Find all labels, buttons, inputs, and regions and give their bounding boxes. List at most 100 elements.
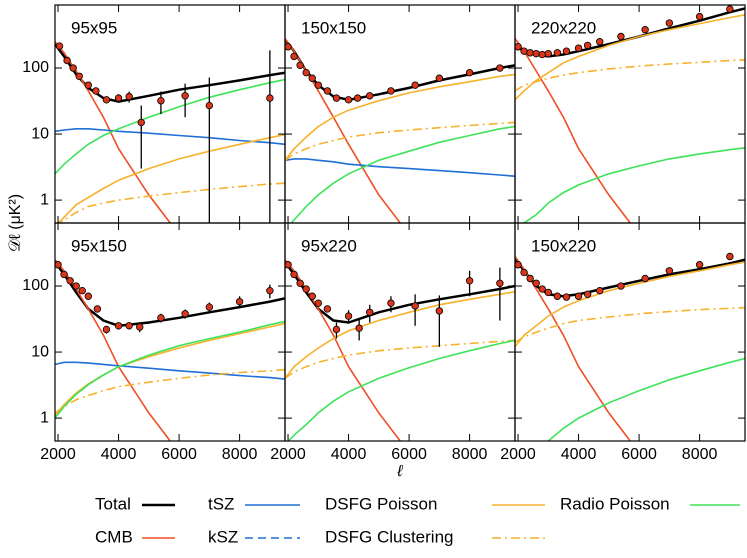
legend-label: DSFG Poisson <box>325 494 437 513</box>
data-point <box>562 47 571 55</box>
data-point <box>308 74 316 82</box>
curve <box>515 38 632 223</box>
data-point <box>726 252 734 261</box>
data-point <box>290 52 298 61</box>
panel-title: 150x150 <box>301 18 366 37</box>
data-point <box>55 261 62 269</box>
curve <box>55 78 285 175</box>
data-point <box>538 285 546 293</box>
x-tick-label: 8000 <box>452 446 488 463</box>
x-tick-label: 2000 <box>270 446 306 463</box>
data-point <box>75 72 83 80</box>
data-point <box>69 64 77 72</box>
data-point <box>314 299 322 307</box>
curve <box>55 41 172 223</box>
data-point <box>296 61 304 69</box>
data-point <box>411 81 419 89</box>
curve <box>55 368 285 414</box>
x-axis-label: ℓ <box>396 463 403 480</box>
x-tick-label: 8000 <box>682 446 718 463</box>
panel-title: 95x150 <box>71 236 127 255</box>
data-point <box>136 323 144 331</box>
x-tick-label: 6000 <box>621 446 657 463</box>
panel <box>55 259 285 441</box>
data-point <box>63 56 71 65</box>
data-point <box>308 292 316 300</box>
data-point <box>157 96 165 105</box>
data-point <box>526 274 534 283</box>
data-point <box>465 68 474 77</box>
data-point <box>235 297 244 306</box>
data-point <box>574 44 583 52</box>
data-point <box>205 303 214 311</box>
data-point <box>266 94 274 102</box>
data-point <box>84 292 92 300</box>
data-point <box>332 325 341 334</box>
data-point <box>574 292 583 300</box>
data-point <box>78 286 86 295</box>
data-point <box>538 50 546 59</box>
data-point <box>465 277 474 285</box>
curve <box>287 339 515 441</box>
curve <box>515 261 745 348</box>
data-point <box>366 308 374 316</box>
curve <box>285 38 402 223</box>
data-point <box>544 288 552 297</box>
data-point <box>435 74 444 82</box>
data-point <box>285 43 292 51</box>
data-point <box>344 312 353 320</box>
curve <box>55 128 285 146</box>
panel-frame <box>54 4 286 224</box>
curve <box>523 147 745 223</box>
data-point <box>695 261 704 269</box>
panel <box>515 252 745 441</box>
data-point <box>641 274 649 283</box>
curve <box>58 182 285 223</box>
data-point <box>726 5 734 13</box>
data-point <box>665 19 674 27</box>
data-point <box>695 12 704 21</box>
data-point <box>181 92 189 100</box>
curve <box>55 361 285 380</box>
data-point <box>496 279 504 287</box>
data-point <box>515 261 522 269</box>
x-tick-label: 6000 <box>391 446 427 463</box>
data-point <box>296 279 304 287</box>
y-tick-label: 10 <box>31 125 49 142</box>
data-point <box>92 87 100 95</box>
x-tick-label: 4000 <box>331 446 367 463</box>
curve <box>515 306 745 344</box>
curve <box>285 261 515 324</box>
curve <box>285 73 515 161</box>
panel-title: 220x220 <box>531 18 596 37</box>
legend-label: kSZ <box>208 527 238 546</box>
data-point <box>266 286 274 295</box>
data-point <box>387 299 395 307</box>
legend-label: CMB <box>95 527 133 546</box>
panel-frame <box>284 222 516 442</box>
curve <box>290 125 515 223</box>
data-point <box>532 49 540 58</box>
panel-title: 95x220 <box>301 236 357 255</box>
legend-label: DSFG Clustering <box>325 527 453 546</box>
data-point <box>302 285 310 293</box>
data-point <box>596 286 604 295</box>
data-point <box>515 43 522 51</box>
curve <box>285 290 515 379</box>
data-point <box>435 307 444 315</box>
data-point <box>332 94 341 102</box>
data-point <box>125 322 133 330</box>
data-point <box>302 68 310 77</box>
panel-title: 150x220 <box>531 236 596 255</box>
data-point <box>553 49 562 57</box>
data-point <box>205 101 214 110</box>
curve <box>515 59 745 92</box>
data-point <box>544 49 552 58</box>
data-point <box>72 282 80 290</box>
curve <box>285 158 515 177</box>
data-point <box>665 267 674 275</box>
data-point <box>181 310 189 318</box>
data-point <box>114 94 123 102</box>
